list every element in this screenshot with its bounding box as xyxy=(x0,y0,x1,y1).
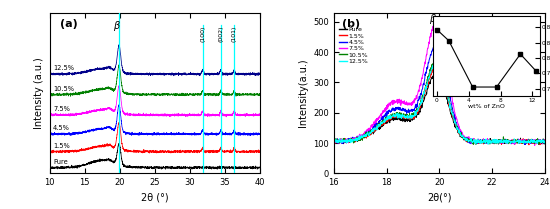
7.5% xyxy=(453,118,460,120)
1.5% xyxy=(541,140,548,143)
1.5% xyxy=(331,139,337,141)
7.5% xyxy=(344,138,350,141)
1.5% xyxy=(491,141,497,144)
Text: $\beta$: $\beta$ xyxy=(428,12,437,26)
12.5% xyxy=(513,141,519,143)
4.5% xyxy=(521,143,528,146)
10.5% xyxy=(491,139,497,142)
7.5% xyxy=(432,22,439,24)
12.5% xyxy=(541,141,548,144)
7.5% xyxy=(531,144,538,147)
4.5% xyxy=(459,132,465,135)
12.5% xyxy=(344,141,350,144)
Pure xyxy=(331,139,337,141)
Text: Pure: Pure xyxy=(53,159,68,165)
Pure xyxy=(512,140,519,143)
4.5% xyxy=(344,139,350,141)
7.5% xyxy=(465,139,471,141)
10.5% xyxy=(344,140,350,143)
12.5% xyxy=(459,135,465,138)
Line: Pure: Pure xyxy=(334,72,544,145)
Text: 7.5%: 7.5% xyxy=(53,106,70,112)
Pure xyxy=(536,143,542,146)
4.5% xyxy=(453,121,460,124)
4.5% xyxy=(541,140,548,143)
Text: 4.5%: 4.5% xyxy=(53,125,70,131)
Legend: Pure, 1.5%, 4.5%, 7.5%, 10.5%, 12.5%: Pure, 1.5%, 4.5%, 7.5%, 10.5%, 12.5% xyxy=(339,27,368,64)
Pure xyxy=(491,139,497,142)
7.5% xyxy=(512,143,519,145)
1.5% xyxy=(526,144,532,146)
4.5% xyxy=(465,140,471,142)
Pure xyxy=(344,140,350,143)
1.5% xyxy=(432,64,439,66)
4.5% xyxy=(433,43,439,46)
Y-axis label: Intensity(a.u.): Intensity(a.u.) xyxy=(298,59,307,127)
7.5% xyxy=(331,140,337,143)
1.5% xyxy=(453,125,460,127)
12.5% xyxy=(331,139,337,142)
10.5% xyxy=(465,137,471,140)
Pure xyxy=(453,127,460,130)
10.5% xyxy=(513,139,519,142)
Line: 1.5%: 1.5% xyxy=(334,65,544,145)
Text: 1.5%: 1.5% xyxy=(53,143,70,149)
Text: 10.5%: 10.5% xyxy=(53,85,74,92)
12.5% xyxy=(434,62,441,65)
Pure xyxy=(465,140,471,143)
Pure xyxy=(433,71,440,73)
Text: $\beta$: $\beta$ xyxy=(113,19,121,33)
4.5% xyxy=(331,141,337,144)
Text: (a): (a) xyxy=(60,19,78,29)
Text: (002): (002) xyxy=(218,25,223,42)
Pure xyxy=(541,139,548,141)
12.5% xyxy=(485,143,491,145)
Text: (101): (101) xyxy=(232,25,236,42)
4.5% xyxy=(491,140,497,143)
X-axis label: 2θ (°): 2θ (°) xyxy=(141,193,169,203)
12.5% xyxy=(465,140,471,143)
10.5% xyxy=(432,59,439,62)
1.5% xyxy=(465,140,471,142)
7.5% xyxy=(541,139,548,141)
10.5% xyxy=(331,139,337,142)
10.5% xyxy=(541,140,548,142)
1.5% xyxy=(344,141,350,143)
Pure xyxy=(459,135,465,138)
Text: 12.5%: 12.5% xyxy=(53,65,74,71)
10.5% xyxy=(470,143,477,146)
7.5% xyxy=(459,132,465,135)
12.5% xyxy=(491,140,497,143)
12.5% xyxy=(453,126,460,129)
Line: 4.5%: 4.5% xyxy=(334,45,544,145)
1.5% xyxy=(512,141,519,143)
4.5% xyxy=(512,139,519,141)
7.5% xyxy=(491,141,497,143)
Line: 7.5%: 7.5% xyxy=(334,23,544,145)
Line: 10.5%: 10.5% xyxy=(334,60,544,144)
Line: 12.5%: 12.5% xyxy=(334,63,544,144)
Y-axis label: Intensity (a.u.): Intensity (a.u.) xyxy=(34,57,44,129)
1.5% xyxy=(459,134,465,136)
Text: (b): (b) xyxy=(342,19,360,29)
X-axis label: 2θ(°): 2θ(°) xyxy=(427,193,452,203)
10.5% xyxy=(453,124,460,126)
Text: (100): (100) xyxy=(200,25,205,42)
10.5% xyxy=(459,135,465,138)
